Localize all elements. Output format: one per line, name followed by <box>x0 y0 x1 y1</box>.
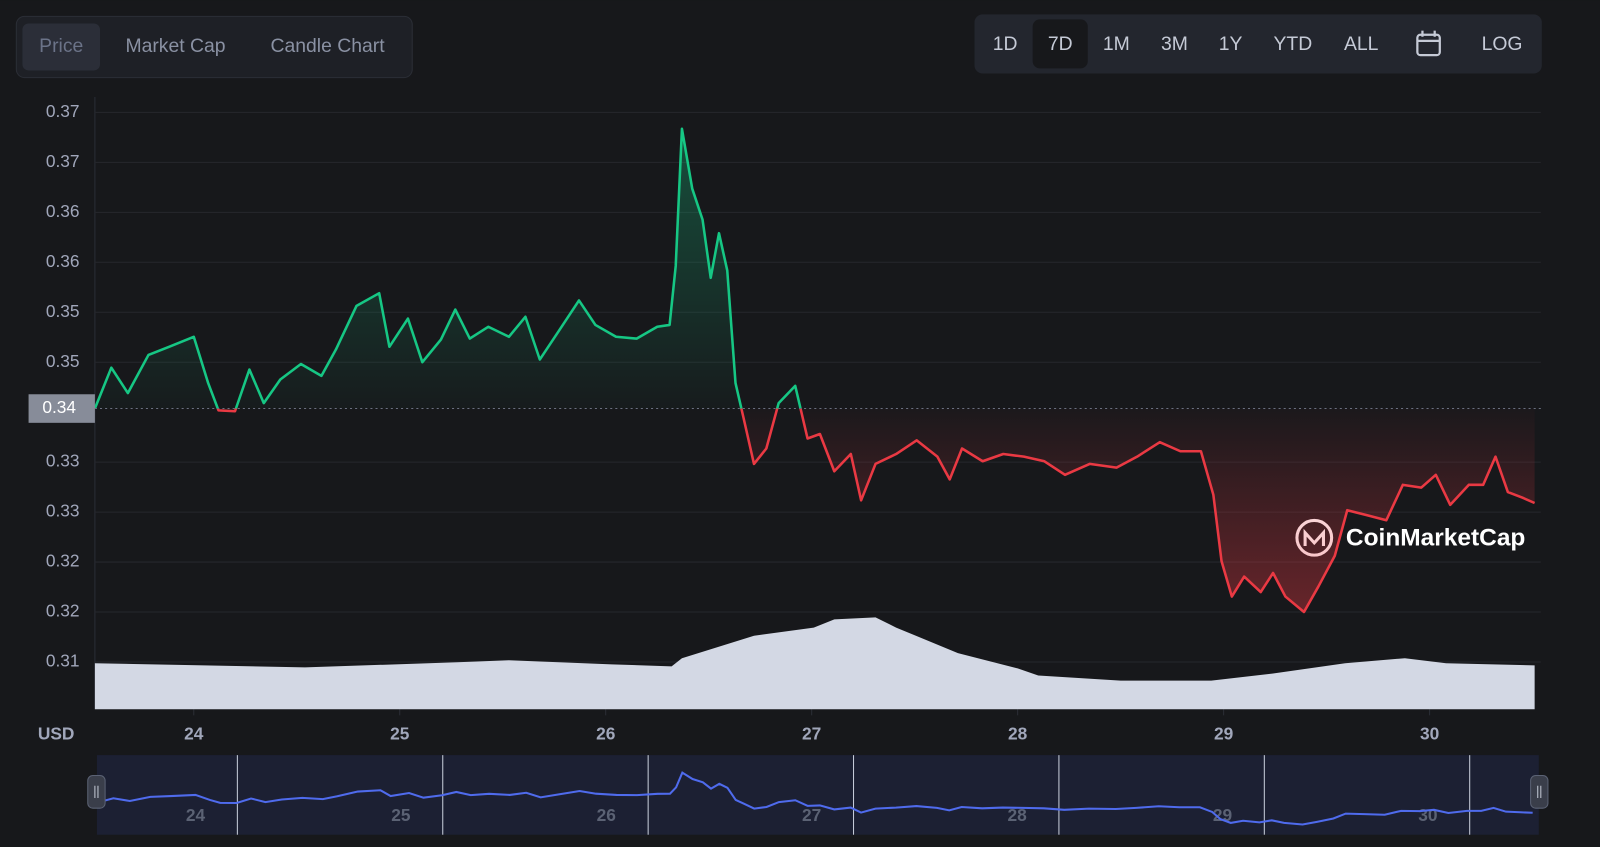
navigator-handle[interactable] <box>1530 775 1549 809</box>
y-tick-label: 0.37 <box>46 151 80 171</box>
tab[interactable]: Price <box>39 35 83 57</box>
range-button[interactable]: 7D <box>1048 33 1073 55</box>
y-tick-label: 0.36 <box>46 251 80 271</box>
unit-label: USD <box>38 723 75 743</box>
navigator-tick-label: 28 <box>1007 805 1027 825</box>
y-tick-label: 0.36 <box>46 201 80 221</box>
calendar-body <box>1416 33 1441 57</box>
x-tick-label: 26 <box>596 723 616 743</box>
range-selected <box>1032 19 1088 69</box>
tab[interactable]: Candle Chart <box>270 35 385 57</box>
watermark-text: CoinMarketCap <box>1346 524 1525 551</box>
x-tick-label: 28 <box>1008 723 1028 743</box>
price-area <box>94 128 1535 612</box>
range-button[interactable]: 1M <box>1103 33 1130 55</box>
tab-selected <box>22 23 100 71</box>
volume-area <box>94 617 1535 710</box>
navigator-tick-label: 25 <box>391 805 411 825</box>
navigator[interactable] <box>96 755 1539 835</box>
price-line <box>93 127 1536 614</box>
reference-label: 0.34 <box>42 397 76 417</box>
range-button[interactable]: ALL <box>1344 33 1379 55</box>
y-tick-label: 0.32 <box>46 551 80 571</box>
range-button[interactable]: 1Y <box>1219 33 1243 55</box>
x-tick-label: 29 <box>1214 723 1233 743</box>
range-button[interactable]: 3M <box>1161 33 1188 55</box>
y-tick-label: 0.35 <box>46 351 80 371</box>
x-tick-label: 30 <box>1420 723 1439 743</box>
reference-label-box <box>28 394 95 423</box>
tab[interactable]: Market Cap <box>125 35 225 57</box>
navigator-tick-label: 24 <box>186 805 206 825</box>
log-button[interactable]: LOG <box>1482 33 1523 55</box>
navigator-line <box>96 771 1533 826</box>
tab-group <box>15 15 413 79</box>
y-tick-label: 0.31 <box>46 651 80 671</box>
calendar-icon[interactable] <box>1416 30 1441 57</box>
x-tick-label: 25 <box>390 723 410 743</box>
y-tick-label: 0.33 <box>46 501 80 521</box>
navigator-handle[interactable] <box>87 775 106 809</box>
navigator-tick-label: 27 <box>802 805 821 825</box>
navigator-tick-label: 29 <box>1213 805 1232 825</box>
navigator-tick-label: 30 <box>1418 805 1437 825</box>
y-tick-label: 0.37 <box>46 101 80 121</box>
y-tick-label: 0.33 <box>46 451 80 471</box>
x-tick-label: 27 <box>802 723 821 743</box>
y-tick-label: 0.32 <box>46 601 80 621</box>
range-button[interactable]: YTD <box>1273 33 1312 55</box>
navigator-tick-label: 26 <box>597 805 617 825</box>
range-group <box>974 14 1542 74</box>
x-tick-label: 24 <box>184 723 204 743</box>
y-tick-label: 0.35 <box>46 301 80 321</box>
range-button[interactable]: 1D <box>993 33 1018 55</box>
